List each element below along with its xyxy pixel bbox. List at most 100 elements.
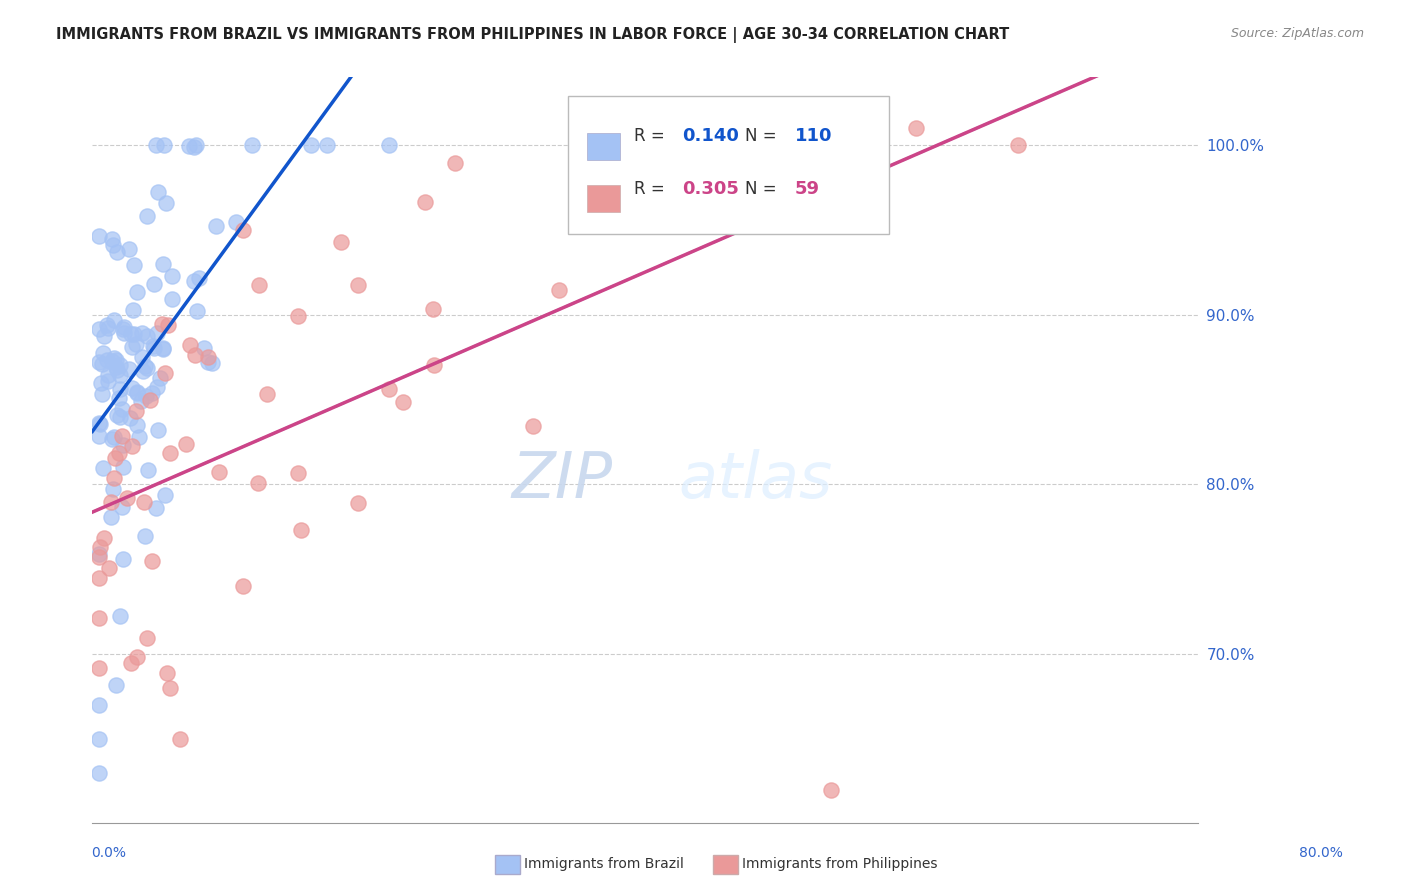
Point bbox=[108, 359, 131, 373]
Point bbox=[96, 318, 118, 333]
Point bbox=[136, 361, 159, 376]
Point bbox=[122, 259, 145, 273]
Point bbox=[104, 359, 127, 374]
Point bbox=[135, 209, 157, 223]
Point bbox=[121, 302, 143, 317]
Point bbox=[121, 381, 143, 395]
Text: 0.140: 0.140 bbox=[682, 127, 738, 145]
Point bbox=[89, 429, 111, 443]
Point bbox=[128, 430, 150, 444]
Point bbox=[141, 385, 163, 400]
Point bbox=[103, 313, 125, 327]
Point bbox=[160, 268, 183, 283]
Point bbox=[125, 337, 148, 351]
Point bbox=[120, 326, 142, 341]
Point bbox=[108, 368, 131, 382]
Point bbox=[205, 219, 228, 233]
Point bbox=[905, 121, 928, 136]
Point bbox=[169, 731, 191, 746]
Point bbox=[146, 380, 169, 394]
Point bbox=[148, 424, 170, 438]
Point bbox=[117, 491, 139, 505]
Point bbox=[444, 156, 467, 170]
Point bbox=[208, 466, 231, 480]
Point bbox=[143, 341, 166, 355]
Point bbox=[89, 611, 111, 625]
Point bbox=[97, 321, 120, 335]
Point bbox=[347, 277, 370, 292]
Point bbox=[145, 500, 167, 515]
Point bbox=[287, 309, 309, 323]
Text: ZIP: ZIP bbox=[510, 450, 612, 511]
Point bbox=[104, 353, 127, 368]
Point bbox=[378, 138, 401, 153]
Text: atlas: atlas bbox=[679, 450, 832, 511]
Point bbox=[103, 237, 125, 252]
Point bbox=[179, 139, 201, 153]
Point bbox=[187, 271, 209, 285]
Point bbox=[93, 329, 115, 343]
Text: N =: N = bbox=[745, 180, 782, 198]
Point bbox=[111, 552, 134, 566]
Point bbox=[159, 445, 181, 459]
Point bbox=[142, 277, 165, 291]
Point bbox=[90, 387, 112, 401]
Point bbox=[105, 363, 128, 377]
Point bbox=[103, 470, 125, 484]
Point bbox=[391, 395, 413, 409]
Point bbox=[105, 244, 128, 259]
Point bbox=[103, 430, 125, 444]
Point bbox=[225, 215, 247, 229]
Text: Source: ZipAtlas.com: Source: ZipAtlas.com bbox=[1230, 27, 1364, 40]
Point bbox=[100, 509, 122, 524]
Point bbox=[108, 392, 131, 406]
Point bbox=[184, 138, 207, 153]
Point bbox=[89, 661, 111, 675]
Point bbox=[112, 326, 135, 340]
Point bbox=[112, 437, 135, 451]
Point bbox=[105, 409, 128, 423]
Point bbox=[125, 404, 148, 418]
Point bbox=[89, 540, 111, 554]
Point bbox=[347, 496, 370, 510]
Point bbox=[378, 383, 401, 397]
Point bbox=[299, 138, 322, 153]
Point bbox=[89, 417, 111, 431]
Point bbox=[146, 326, 169, 341]
Point bbox=[152, 342, 174, 356]
Text: Immigrants from Brazil: Immigrants from Brazil bbox=[524, 857, 685, 871]
Point bbox=[330, 235, 353, 249]
Point bbox=[256, 387, 278, 401]
Point bbox=[152, 138, 174, 153]
Point bbox=[413, 195, 436, 210]
Point bbox=[98, 560, 121, 574]
Point bbox=[125, 650, 148, 665]
Point bbox=[650, 121, 672, 136]
Point bbox=[247, 278, 270, 293]
Point bbox=[108, 445, 131, 459]
Point bbox=[112, 322, 135, 336]
Point bbox=[132, 363, 155, 377]
Point bbox=[104, 678, 127, 692]
FancyBboxPatch shape bbox=[568, 96, 889, 234]
Point bbox=[136, 632, 159, 646]
Point bbox=[120, 656, 142, 670]
FancyBboxPatch shape bbox=[586, 133, 620, 160]
Point bbox=[179, 338, 201, 352]
Point bbox=[150, 317, 173, 331]
Point bbox=[121, 439, 143, 453]
Point bbox=[101, 432, 124, 446]
Point bbox=[127, 417, 149, 432]
Text: 0.0%: 0.0% bbox=[91, 846, 127, 860]
Point bbox=[129, 393, 152, 408]
Point bbox=[156, 318, 179, 332]
Point bbox=[110, 382, 132, 396]
Point bbox=[112, 319, 135, 334]
FancyBboxPatch shape bbox=[586, 185, 620, 211]
Point bbox=[118, 242, 141, 256]
Point bbox=[100, 232, 122, 246]
Point bbox=[136, 463, 159, 477]
Point bbox=[101, 354, 124, 368]
Point bbox=[186, 304, 208, 318]
Point bbox=[197, 350, 219, 364]
